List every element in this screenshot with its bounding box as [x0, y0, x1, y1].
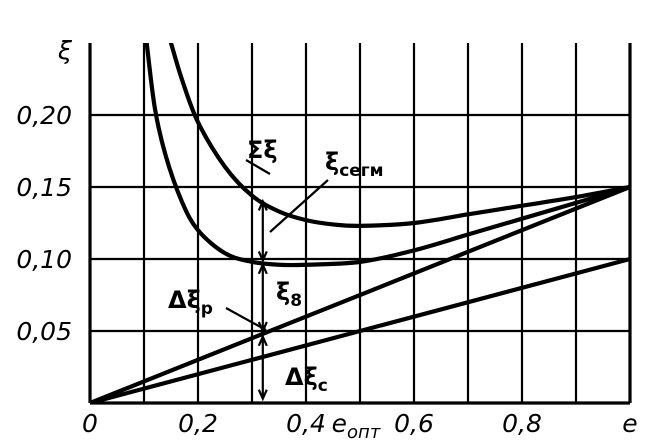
x-tick-label: 0,4 [286, 409, 326, 438]
tick-layer: 0 0,2 0,4 0,6 0,8 e eопт 0,05 0,10 0,15 0,20 ξ [16, 36, 637, 443]
annotation-dc: Δξс [285, 363, 328, 396]
series-line-4 [90, 256, 630, 403]
leader-sum [245, 159, 271, 175]
annotation-x8: ξ8 [276, 278, 302, 311]
y-tick-label: 0,10 [16, 245, 72, 274]
marker-layer [225, 159, 329, 402]
y-tick-label: 0,05 [16, 317, 72, 346]
x-tick-label: 0,2 [178, 409, 218, 438]
arrow-lower-gap-head-bottom [257, 389, 268, 402]
y-tick-label: 0,15 [16, 173, 72, 202]
series-line-3 [90, 184, 630, 403]
x-tick-label: 0 [82, 409, 98, 438]
x-tick-label: 0,6 [394, 409, 434, 438]
arrow-middle-gap-head-bottom [257, 321, 268, 334]
series-line-2 [144, 43, 630, 268]
arrow-middle-gap-head-top [257, 262, 268, 275]
arrow-lower-gap-head-top [257, 334, 268, 347]
y-tick-label: ξ [57, 36, 73, 65]
annotation-seg: ξсегм [325, 148, 384, 181]
arrow-upper-gap-head-top [257, 198, 268, 211]
x-special-label: eопт [332, 409, 381, 443]
grid-layer [88, 43, 632, 405]
series-layer [90, 43, 630, 403]
annotation-dp: Δξр [168, 286, 213, 319]
x-tick-label: 0,8 [502, 409, 542, 438]
annotation-layer: Σξ ξсегм Δξр ξ8 Δξс [168, 136, 384, 396]
annotation-sum: Σξ [247, 136, 278, 164]
series-line-1 [168, 43, 630, 229]
y-tick-label: 0,20 [16, 101, 72, 130]
x-tick-label: e [622, 409, 637, 438]
leader-seg [269, 179, 329, 233]
leader-dp [225, 307, 267, 331]
arrow-upper-gap-head-bottom [257, 250, 268, 264]
